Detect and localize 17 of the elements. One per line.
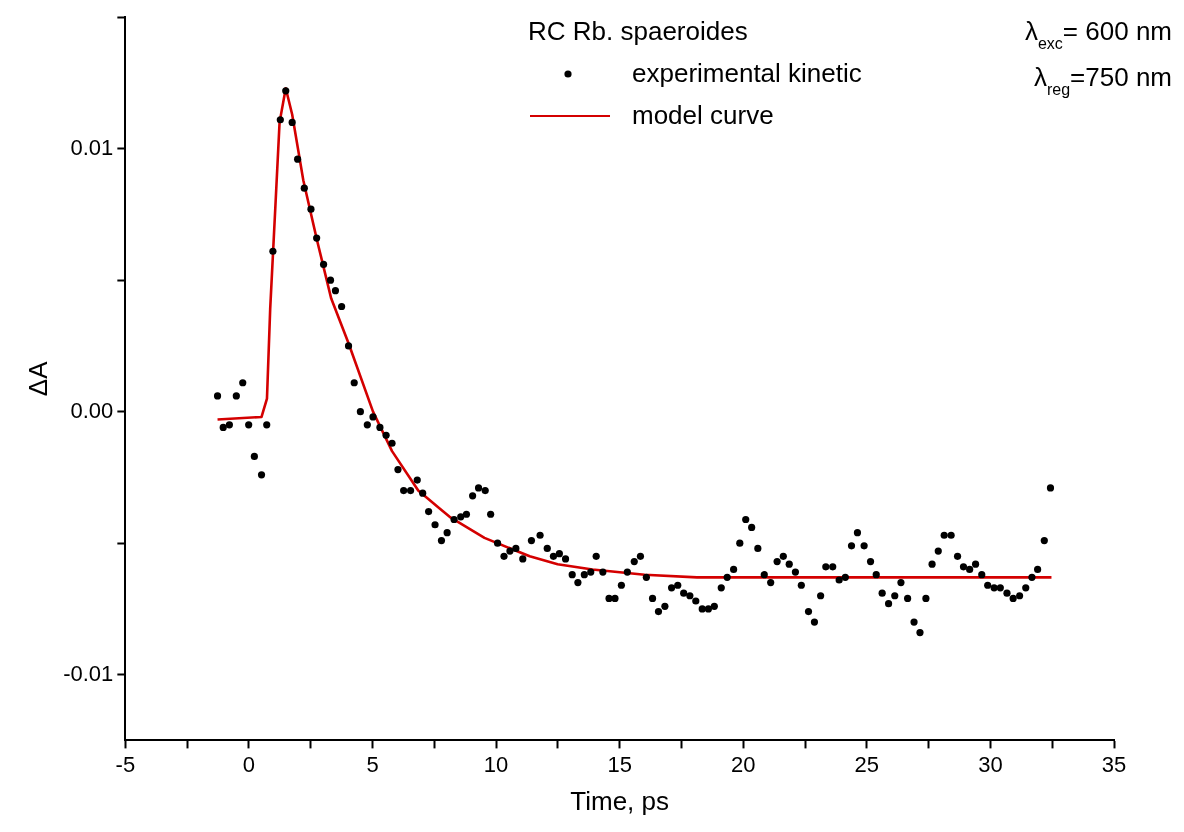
legend-title: RC Rb. spaeroides xyxy=(528,16,748,46)
x-tick-label: 10 xyxy=(483,751,509,777)
x-tick-label: 15 xyxy=(607,751,632,777)
x-tick-label: 20 xyxy=(731,751,756,777)
y-tick-label: -0.01 xyxy=(63,660,114,686)
x-tick-label: 0 xyxy=(242,751,256,777)
legend-label: model curve xyxy=(632,100,774,130)
legend-label: experimental kinetic xyxy=(632,58,862,88)
y-axis-title: ΔA xyxy=(22,360,53,397)
x-tick-label: 35 xyxy=(1101,751,1127,777)
x-tick-label: -5 xyxy=(115,751,136,777)
x-axis-title: Time, ps xyxy=(570,785,670,816)
x-tick-label: 25 xyxy=(854,751,880,777)
x-tick-label: 30 xyxy=(978,751,1003,777)
y-tick-label: 0.01 xyxy=(70,134,114,160)
x-tick-label: 5 xyxy=(366,751,379,777)
y-tick-label: 0.00 xyxy=(70,397,114,423)
